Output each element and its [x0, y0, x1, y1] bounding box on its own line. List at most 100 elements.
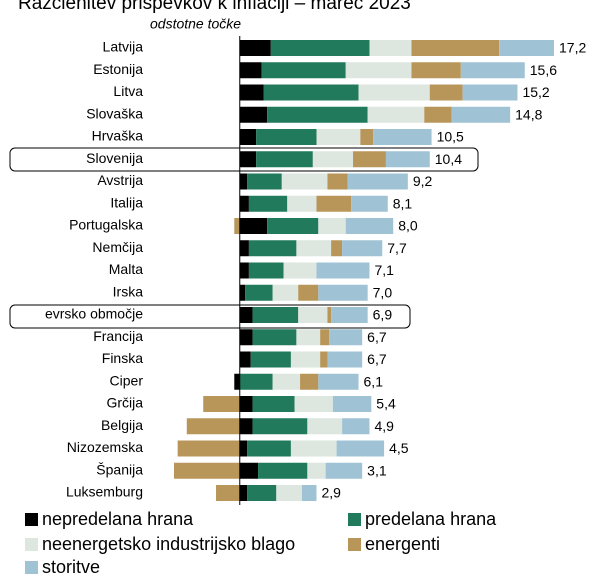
total-label: 17,2	[559, 40, 586, 56]
category-label: evrsko območje	[45, 306, 143, 322]
total-label: 6,7	[367, 329, 387, 345]
bar-segment	[360, 129, 374, 145]
category-label: Slovenija	[86, 150, 143, 166]
bar-segment	[239, 329, 253, 346]
bar-segment	[320, 351, 328, 368]
bar-segment	[316, 129, 361, 145]
category-label: Španija	[96, 461, 143, 477]
bar-segment	[234, 373, 240, 390]
category-label: Slovaška	[86, 105, 143, 121]
total-label: 2,9	[322, 485, 342, 501]
bar-segment	[345, 218, 394, 234]
bar-segment	[411, 40, 500, 56]
bar-segment	[258, 462, 308, 479]
total-label: 6,1	[364, 373, 384, 389]
bar-segment	[373, 129, 432, 145]
bar-segment	[318, 218, 346, 234]
category-label: Litva	[113, 83, 143, 99]
bar-segment	[247, 173, 282, 190]
total-label: 10,4	[435, 151, 462, 167]
total-label: 7,7	[387, 240, 407, 256]
bar-segment	[329, 329, 363, 346]
bar-segment	[239, 240, 249, 257]
total-label: 4,5	[389, 440, 409, 456]
total-label: 10,5	[437, 129, 464, 145]
bar-segment	[270, 40, 370, 56]
bar-segment	[263, 84, 359, 101]
bar-segment	[367, 106, 425, 123]
bar-segment	[358, 84, 430, 101]
highlight-box	[9, 147, 479, 172]
bar-segment	[239, 84, 264, 101]
bar-segment	[331, 307, 368, 323]
bar-segment	[327, 307, 332, 323]
bar-segment	[256, 151, 313, 168]
bar-segment	[411, 62, 461, 79]
bar-segment	[248, 240, 297, 257]
bar-segment	[239, 106, 268, 123]
bar-segment	[342, 418, 370, 435]
category-label: Finska	[102, 350, 143, 366]
chart-subtitle: odstotne točke	[150, 16, 241, 32]
bar-segment	[332, 396, 372, 412]
category-label: Portugalska	[69, 217, 143, 233]
bar-segment	[267, 106, 368, 123]
category-label: Latvija	[103, 39, 144, 55]
bar-segment	[239, 40, 271, 56]
total-label: 6,9	[373, 307, 393, 323]
bar-segment	[239, 418, 253, 435]
category-label: Irska	[113, 283, 144, 299]
category-label: Luksemburg	[66, 484, 143, 500]
bar-segment	[499, 40, 554, 56]
total-label: 4,9	[374, 418, 394, 434]
category-label: Hrvaška	[92, 128, 144, 144]
bar-segment	[296, 329, 321, 346]
legend-swatch	[25, 561, 38, 574]
bar-segment	[256, 129, 317, 145]
bar-segment	[239, 462, 259, 479]
bar-segment	[316, 262, 370, 279]
bar-segment	[369, 40, 412, 56]
bar-segment	[327, 173, 348, 190]
bar-segment	[248, 262, 284, 279]
total-label: 5,4	[376, 396, 396, 412]
category-label: Malta	[109, 261, 143, 277]
bar-segment	[272, 284, 299, 301]
bar-segment	[320, 329, 330, 346]
category-label: Grčija	[106, 395, 143, 411]
bar-segment	[239, 396, 253, 412]
bar-segment	[239, 151, 257, 168]
bar-segment	[298, 284, 319, 301]
bar-segment	[177, 440, 240, 457]
legend-swatch	[348, 538, 361, 551]
bar-segment	[287, 195, 317, 212]
total-label: 7,0	[373, 284, 393, 300]
bar-segment	[318, 284, 368, 301]
bar-segment	[252, 329, 297, 346]
bar-segment	[345, 62, 412, 79]
bar-segment	[186, 418, 240, 435]
bar-segment	[307, 418, 343, 435]
category-label: Belgija	[101, 417, 143, 433]
bar-segment	[267, 218, 319, 234]
bar-segment	[203, 396, 240, 412]
total-label: 3,1	[367, 462, 387, 478]
bar-segment	[290, 351, 321, 368]
bar-segment	[462, 84, 518, 101]
bar-segment	[331, 240, 343, 257]
bar-segment	[252, 396, 295, 412]
bar-segment	[342, 240, 383, 257]
bar-segment	[239, 351, 251, 368]
bar-segment	[174, 462, 240, 479]
bar-segment	[252, 307, 299, 323]
bar-segment	[239, 262, 249, 279]
total-label: 14,8	[515, 106, 542, 122]
bar-segment	[239, 62, 262, 79]
legend-label: energenti	[365, 534, 440, 554]
bar-segment	[216, 485, 240, 501]
legend-label: nepredelana hrana	[42, 509, 194, 529]
bar-segment	[239, 218, 268, 234]
category-label: Nemčija	[92, 239, 143, 255]
bar-segment	[239, 307, 253, 323]
bar-segment	[261, 62, 346, 79]
